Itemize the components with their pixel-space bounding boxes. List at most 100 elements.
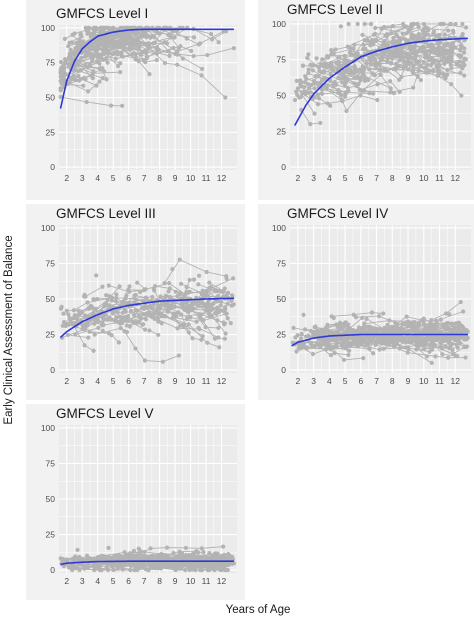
trajectory-segment (342, 95, 361, 102)
data-point (100, 328, 105, 333)
y-tick-label: 100 (272, 223, 286, 233)
data-point (212, 336, 218, 341)
data-point (77, 567, 82, 573)
trajectory-segment (331, 314, 354, 317)
data-point (335, 324, 340, 329)
data-point (167, 280, 172, 286)
data-point (394, 61, 399, 66)
trajectory-segment (186, 38, 200, 45)
data-point (304, 334, 309, 339)
data-point (448, 21, 453, 27)
data-point (166, 48, 171, 54)
data-point (152, 311, 157, 317)
x-tick-label: 8 (390, 376, 395, 386)
data-point (113, 56, 118, 61)
data-point (369, 57, 374, 63)
data-point (457, 38, 462, 44)
x-tick-label: 8 (157, 576, 162, 586)
data-point (434, 33, 439, 39)
data-point (433, 354, 438, 359)
data-point (187, 555, 192, 560)
data-point (342, 53, 347, 58)
data-point (59, 557, 65, 562)
data-point (430, 42, 435, 47)
data-point (160, 359, 166, 364)
data-point (177, 552, 182, 557)
trajectory-segment (431, 313, 447, 321)
x-tick-label: 7 (142, 376, 147, 386)
data-point (111, 34, 116, 39)
data-point (345, 44, 350, 49)
data-point (382, 42, 387, 48)
data-point (385, 55, 391, 60)
data-point (331, 344, 336, 349)
data-point (147, 72, 152, 77)
data-point (73, 77, 78, 82)
trajectory-segment (144, 360, 163, 363)
data-point (338, 64, 343, 69)
data-point (412, 51, 417, 56)
data-point (344, 345, 349, 351)
data-point (230, 293, 235, 298)
data-point (315, 102, 321, 107)
data-point (458, 299, 463, 305)
data-point (192, 300, 197, 305)
data-point (331, 51, 336, 56)
data-point (346, 21, 351, 27)
data-point (225, 316, 230, 321)
data-point (175, 294, 180, 299)
x-tick-label: 3 (80, 576, 85, 586)
y-tick-label: 75 (277, 55, 287, 65)
x-tick-label: 4 (95, 376, 100, 386)
data-point (204, 269, 209, 275)
trajectory-segment (193, 28, 213, 40)
data-point (189, 48, 194, 54)
data-point (417, 59, 422, 64)
data-point (373, 58, 378, 63)
data-point (58, 306, 64, 311)
data-point (299, 331, 304, 337)
panel-1: GMFCS Level I 2 3 4 5 6 7 8 9 10 11 12 0 25 50 75 100 (26, 0, 245, 200)
data-point (226, 290, 231, 295)
trajectory-segment (407, 352, 436, 357)
data-point (399, 74, 404, 79)
data-point (133, 52, 138, 57)
panel-5: GMFCS Level V 2 3 4 5 6 7 8 9 10 11 12 0 25 50 75 100 (26, 404, 245, 600)
data-point (108, 39, 114, 44)
x-tick-label: 12 (217, 376, 227, 386)
data-point (166, 302, 171, 308)
x-tick-label: 2 (64, 376, 69, 386)
data-point (159, 562, 164, 567)
data-point (81, 75, 87, 81)
data-point (186, 330, 191, 335)
data-point (164, 564, 169, 569)
x-tick-label: 6 (358, 376, 363, 386)
data-point (348, 343, 353, 348)
data-point (156, 332, 161, 338)
trajectory-segment (177, 42, 201, 53)
trajectory-segment (211, 315, 226, 334)
trajectory-segment (444, 61, 460, 65)
trajectory-segment (170, 37, 180, 49)
data-point (144, 35, 149, 40)
data-point (58, 87, 63, 92)
data-point (231, 46, 236, 51)
trajectory-segment (94, 327, 121, 336)
trajectory-segment (353, 312, 373, 316)
data-point (378, 57, 383, 63)
data-point (342, 336, 347, 342)
data-point (463, 25, 469, 30)
data-point (147, 45, 152, 50)
x-tick-label: 10 (186, 376, 196, 386)
data-point (367, 346, 372, 351)
data-point (65, 332, 71, 338)
data-point (150, 556, 155, 561)
data-point (136, 59, 141, 64)
x-tick-label: 2 (296, 376, 301, 386)
data-point (107, 303, 112, 308)
data-point (122, 25, 127, 30)
data-point (184, 316, 190, 322)
data-point (319, 87, 324, 92)
trajectory-segment (389, 80, 400, 93)
data-point (427, 325, 432, 330)
